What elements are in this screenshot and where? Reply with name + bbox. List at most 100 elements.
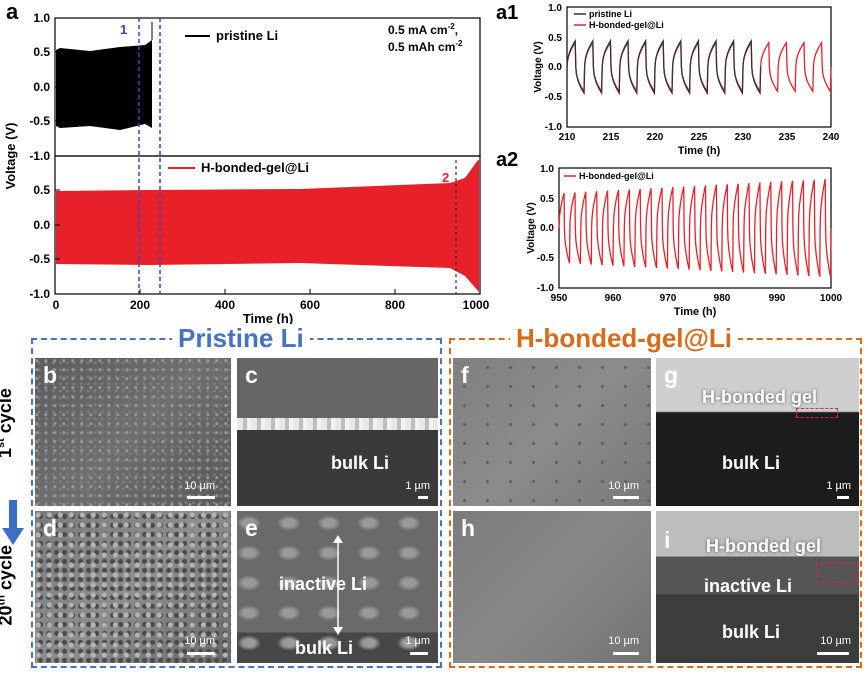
scale-bar-f-text: 10 µm [608,480,639,492]
legend-pristine-li-label: pristine Li [216,28,278,43]
section-title-pristine-li: Pristine Li [172,324,310,353]
section-title-h-bonded-gel: H-bonded-gel@Li [510,324,738,353]
sem-c-bulk-li-label: bulk Li [331,453,389,473]
svg-text:1.0: 1.0 [540,164,554,175]
svg-text:230: 230 [735,132,752,143]
sem-image-d: d 10 µm [35,511,231,663]
svg-text:235: 235 [779,132,796,143]
sem-g-bulk-li-label: bulk Li [722,453,780,473]
marker-1-label: 1 [120,22,127,37]
svg-text:-0.5: -0.5 [537,253,555,264]
scale-bar-h-text: 10 µm [608,635,639,647]
svg-text:0.5: 0.5 [540,194,554,205]
xtick-2: 200 [130,298,150,312]
a2-y-axis-label: Voltage (V) [526,202,537,253]
sem-c-surface-layer [237,418,438,430]
sem-letter-e: e [245,515,258,541]
svg-text:950: 950 [551,293,568,304]
ytick-top-4: -0.5 [29,114,50,128]
a1-x-axis-label: Time (h) [678,145,721,157]
ytick-bottom-2: 0.5 [33,183,50,197]
xtick-6: 1000 [463,298,490,312]
sem-letter-g: g [664,362,679,388]
ytick-top-1: 1.0 [33,11,50,25]
chart-a: 1 2 pristine Li H-bonded-gel@Li 0.5 mA c… [3,11,490,325]
ytick-bottom-5: -1.0 [29,287,50,301]
sem-e-inactive-li-label: inactive Li [279,574,368,594]
legend-h-bonded-gel-label: H-bonded-gel@Li [201,160,309,175]
sem-e-double-arrow-icon [333,535,343,635]
svg-text:225: 225 [691,132,708,143]
svg-text:960: 960 [605,293,622,304]
svg-text:220: 220 [647,132,664,143]
sem-image-i: i H-bonded gel inactive Li bulk Li 10 µm [656,511,859,663]
sem-letter-b: b [43,362,58,388]
panel-letter-a: a [6,0,19,24]
sem-image-b: b 10 µm [35,358,231,506]
ytick-bottom-4: -0.5 [29,252,50,266]
svg-text:215: 215 [603,132,620,143]
svg-text:-1.0: -1.0 [545,122,563,133]
series-a2-h-bonded-gel [558,178,832,278]
sem-image-g: g H-bonded gel bulk Li 1 µm [656,358,859,506]
scale-bar-i [817,652,849,655]
scale-bar-g-text: 1 µm [826,480,851,492]
cycle-arrow-icon [2,500,24,545]
scale-bar-i-text: 10 µm [820,635,851,647]
chart-a2: H-bonded-gel@Li 1.0 0.5 0.0 -0.5 -1.0 95… [526,164,843,318]
sem-image-c: c bulk Li 1 µm [237,358,438,506]
x-axis-label: Time (h) [243,311,293,325]
svg-text:210: 210 [559,132,576,143]
xtick-4: 600 [300,298,320,312]
scale-bar-e-text: 1 µm [405,635,430,647]
ytick-top-5: -1.0 [29,149,50,163]
ytick-bottom-3: 0.0 [33,218,50,232]
svg-text:1000: 1000 [820,293,843,304]
ytick-top-2: 0.5 [33,45,50,59]
scale-bar-f [613,496,639,499]
ytick-top-3: 0.0 [33,80,50,94]
y-axis-label: Voltage (V) [3,123,18,190]
series-pristine-li-trace [56,40,152,130]
cycle-label-first: 1st cycle [0,388,15,458]
scale-bar-h [613,652,639,655]
scale-bar-b-text: 10 µm [184,480,215,492]
sem-i-inactive-li-label: inactive Li [704,576,793,596]
scale-bar-e [410,652,428,655]
scale-bar-d [187,652,215,655]
sem-g-h-bonded-gel-label: H-bonded gel [702,387,817,407]
sem-image-e: e inactive Li bulk Li 1 µm [237,511,438,663]
condition-current: 0.5 mA cm-2, [388,22,458,37]
cycle-label-twentieth: 20th cycle [0,545,16,626]
a2-x-axis-label: Time (h) [674,306,717,318]
scale-bar-b [187,496,215,499]
svg-text:970: 970 [660,293,677,304]
marker-2-label: 2 [442,170,449,185]
svg-text:980: 980 [714,293,731,304]
xtick-1: 0 [53,298,60,312]
scale-bar-d-text: 10 µm [184,635,215,647]
sem-image-h: h 10 µm [453,511,651,663]
svg-text:1.0: 1.0 [548,3,562,14]
sem-i-bulk-li-label: bulk Li [722,622,780,642]
condition-capacity: 0.5 mAh cm-2 [388,39,463,54]
sem-letter-h: h [461,515,476,541]
xtick-3: 400 [215,298,235,312]
svg-text:240: 240 [823,132,840,143]
sem-image-f: f 10 µm [453,358,651,506]
sem-letter-c: c [245,362,258,388]
sem-letter-d: d [43,515,58,541]
legend-a1-gel-label: H-bonded-gel@Li [589,20,664,30]
sem-g-highlight-box [796,408,838,418]
series-a1-pristine-li [566,38,762,96]
sem-letter-i: i [664,527,671,553]
svg-text:0.5: 0.5 [548,33,562,44]
xtick-5: 800 [385,298,405,312]
sem-letter-f: f [461,362,469,388]
scale-bar-c-text: 1 µm [405,480,430,492]
svg-text:-0.5: -0.5 [545,92,563,103]
scale-bar-c [418,496,428,499]
sem-e-bulk-li-label: bulk Li [295,638,353,658]
chart-a1: pristine Li H-bonded-gel@Li 1.0 0.5 0.0 … [533,3,840,157]
svg-text:990: 990 [769,293,786,304]
